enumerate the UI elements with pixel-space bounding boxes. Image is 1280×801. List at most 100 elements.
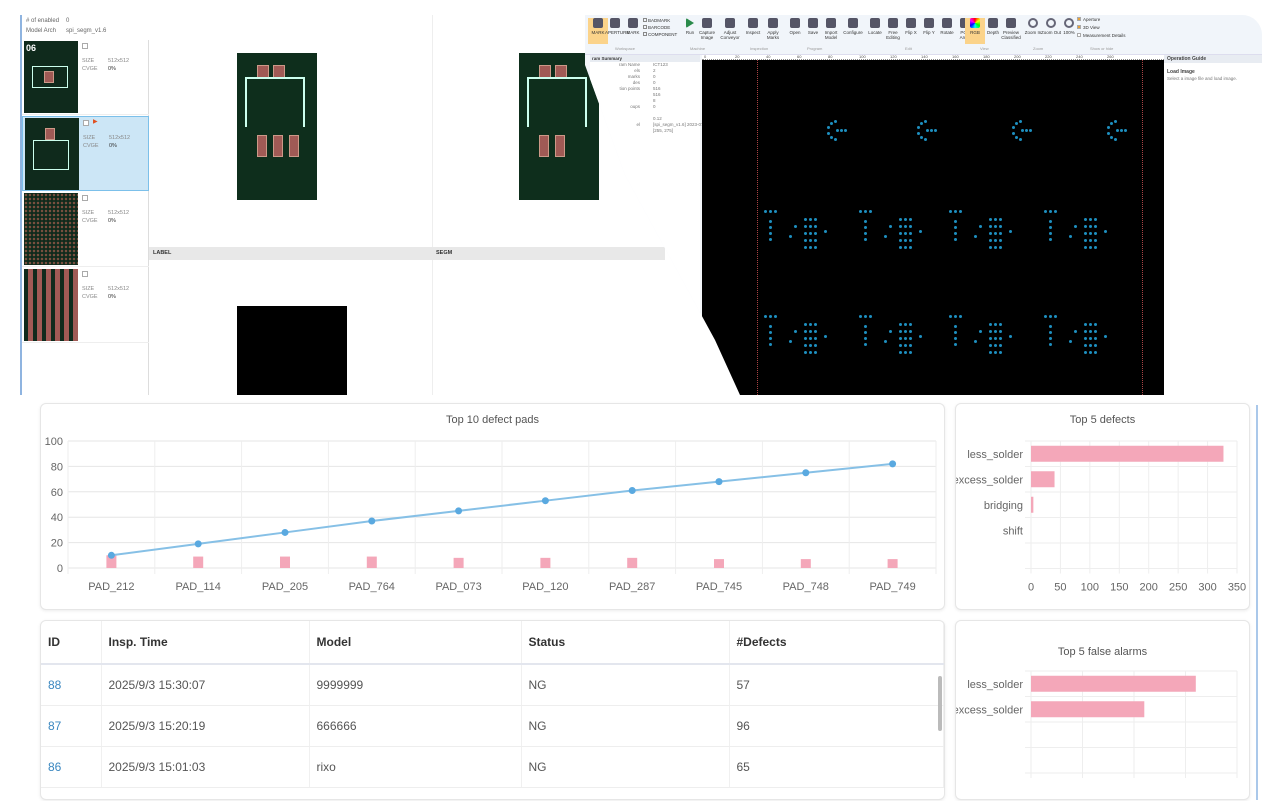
pad-marker <box>1094 351 1097 354</box>
row-id-link[interactable]: 86 <box>41 746 102 788</box>
line-point[interactable] <box>628 487 636 495</box>
ribbon-button-open[interactable]: Open <box>785 18 805 35</box>
ribbon-icon <box>610 18 620 28</box>
line-point[interactable] <box>715 478 723 486</box>
pad-marker <box>909 218 912 221</box>
ribbon-button-100-[interactable]: 100% <box>1059 18 1079 35</box>
show-hide-aperture[interactable]: Aperture <box>1077 17 1100 22</box>
ribbon-button-free-editing[interactable]: Free Editing <box>883 18 903 40</box>
item-checkbox[interactable] <box>82 271 88 277</box>
ribbon-button-zoom-in[interactable]: Zoom In <box>1023 18 1043 35</box>
ribbon-button-rgb[interactable]: RGB <box>965 18 985 44</box>
bar[interactable] <box>887 559 898 568</box>
bar[interactable] <box>627 557 638 568</box>
workspace-check-barcode[interactable]: BARCODE <box>643 25 670 30</box>
ribbon-button-capture-image[interactable]: Capture Image <box>697 18 717 40</box>
pad-marker <box>1089 323 1092 326</box>
workspace-check-component[interactable]: COMPONENT <box>643 32 677 37</box>
column-header[interactable]: ID <box>41 621 102 665</box>
pad-marker <box>804 351 807 354</box>
row-id-link[interactable]: 88 <box>41 664 102 706</box>
ribbon-button-preview-classified[interactable]: Preview Classified <box>1001 18 1021 40</box>
pad-marker <box>954 210 957 213</box>
pad-marker <box>994 232 997 235</box>
column-header[interactable]: Status <box>521 621 730 665</box>
pad-marker <box>989 351 992 354</box>
bar[interactable] <box>280 556 290 568</box>
ribbon-button-flip-y[interactable]: Flip Y <box>919 18 939 35</box>
pad-marker <box>1089 344 1092 347</box>
bar[interactable] <box>453 557 464 568</box>
table-row[interactable]: 86 2025/9/3 15:01:03 rixo NG 65 <box>41 746 944 788</box>
workspace-check-badmark[interactable]: BADMARK <box>643 18 670 23</box>
line-point[interactable] <box>194 540 202 548</box>
line-point[interactable] <box>541 497 549 505</box>
line-point[interactable] <box>368 517 376 525</box>
thumbnail: 06 <box>24 41 78 113</box>
image-list-item[interactable]: SIZE 512x512 CVGE 0% <box>22 268 149 343</box>
ribbon-button-mark[interactable]: MARK <box>623 18 643 35</box>
bar[interactable] <box>540 557 551 568</box>
table-row[interactable]: 87 2025/9/3 15:20:19 666666 NG 96 <box>41 705 944 747</box>
bar[interactable] <box>1031 445 1224 462</box>
pad-marker <box>1094 323 1097 326</box>
pad-marker <box>899 337 902 340</box>
pcb-canvas[interactable] <box>702 60 1164 395</box>
column-header[interactable]: Insp. Time <box>101 621 310 665</box>
ribbon-button-flip-x[interactable]: Flip X <box>901 18 921 35</box>
line-point[interactable] <box>107 551 115 559</box>
ribbon-button-run[interactable]: Run <box>680 18 700 35</box>
ribbon-button-save[interactable]: Save <box>803 18 823 35</box>
ribbon-button-configure[interactable]: Configure <box>843 18 863 35</box>
bar[interactable] <box>714 559 724 568</box>
ribbon-button-inspect[interactable]: Inspect <box>743 18 763 35</box>
bar[interactable] <box>1031 675 1196 692</box>
ribbon-button-rotate[interactable]: Rotate <box>937 18 957 35</box>
item-checkbox[interactable] <box>82 195 88 201</box>
line-point[interactable] <box>281 528 289 536</box>
line-point[interactable] <box>802 469 810 477</box>
table-row[interactable]: 88 2025/9/3 15:30:07 9999999 NG 57 <box>41 664 944 706</box>
line-point[interactable] <box>889 460 897 468</box>
bar[interactable] <box>800 559 811 568</box>
image-list-item[interactable]: 06 SIZE 512x512 CVGE 0% <box>22 40 149 115</box>
ribbon-button-zoom-out[interactable]: Zoom Out <box>1041 18 1061 35</box>
bar[interactable] <box>1031 471 1055 488</box>
ribbon-button-aperture[interactable]: APERTURE <box>605 18 629 35</box>
pad-marker <box>954 337 957 340</box>
show-hide-3d-view[interactable]: 3D View <box>1077 25 1100 30</box>
column-header[interactable]: #Defects <box>729 621 944 665</box>
ribbon-button-locate[interactable]: Locate <box>865 18 885 35</box>
column-header[interactable]: Model <box>309 621 522 665</box>
bar[interactable] <box>106 555 117 568</box>
image-list[interactable]: 06 SIZE 512x512 CVGE 0% ▶ SIZE 512x512 CVGE 0% SIZ… <box>22 40 149 395</box>
ribbon-button-import-model[interactable]: Import Model <box>821 18 841 40</box>
ribbon-button-mark[interactable]: MARK <box>588 18 608 44</box>
bar[interactable] <box>1031 496 1034 513</box>
pad-marker <box>899 323 902 326</box>
bar[interactable] <box>366 556 377 568</box>
table-cell: 9999999 <box>309 664 522 706</box>
pad-marker <box>1049 331 1052 334</box>
bar[interactable] <box>193 556 204 568</box>
ribbon-button-apply-marks[interactable]: Apply Marks <box>763 18 783 40</box>
table-scrollbar[interactable] <box>938 676 942 731</box>
pad-marker <box>814 218 817 221</box>
pad-marker <box>1019 120 1022 123</box>
pad-marker <box>904 344 907 347</box>
item-checkbox[interactable] <box>83 120 89 126</box>
bar[interactable] <box>1031 701 1145 718</box>
table-cell: 2025/9/3 15:20:19 <box>101 705 310 747</box>
ribbon-icon <box>848 18 858 28</box>
show-hide-measurement-details[interactable]: Measurement Details <box>1077 33 1126 38</box>
line-point[interactable] <box>455 507 463 515</box>
y-tick-label: less_solder <box>967 679 1023 691</box>
x-tick-label: PAD_749 <box>869 581 915 593</box>
ribbon-button-adjust-conveyor[interactable]: Adjust Conveyor <box>720 18 740 40</box>
item-cvge: CVGE 0% <box>82 294 116 300</box>
item-checkbox[interactable] <box>82 43 88 49</box>
image-list-item[interactable]: SIZE 512x512 CVGE 0% <box>22 192 149 267</box>
image-list-item[interactable]: ▶ SIZE 512x512 CVGE 0% <box>22 116 149 191</box>
row-id-link[interactable]: 87 <box>41 705 102 747</box>
ribbon-button-depth[interactable]: Depth <box>983 18 1003 35</box>
